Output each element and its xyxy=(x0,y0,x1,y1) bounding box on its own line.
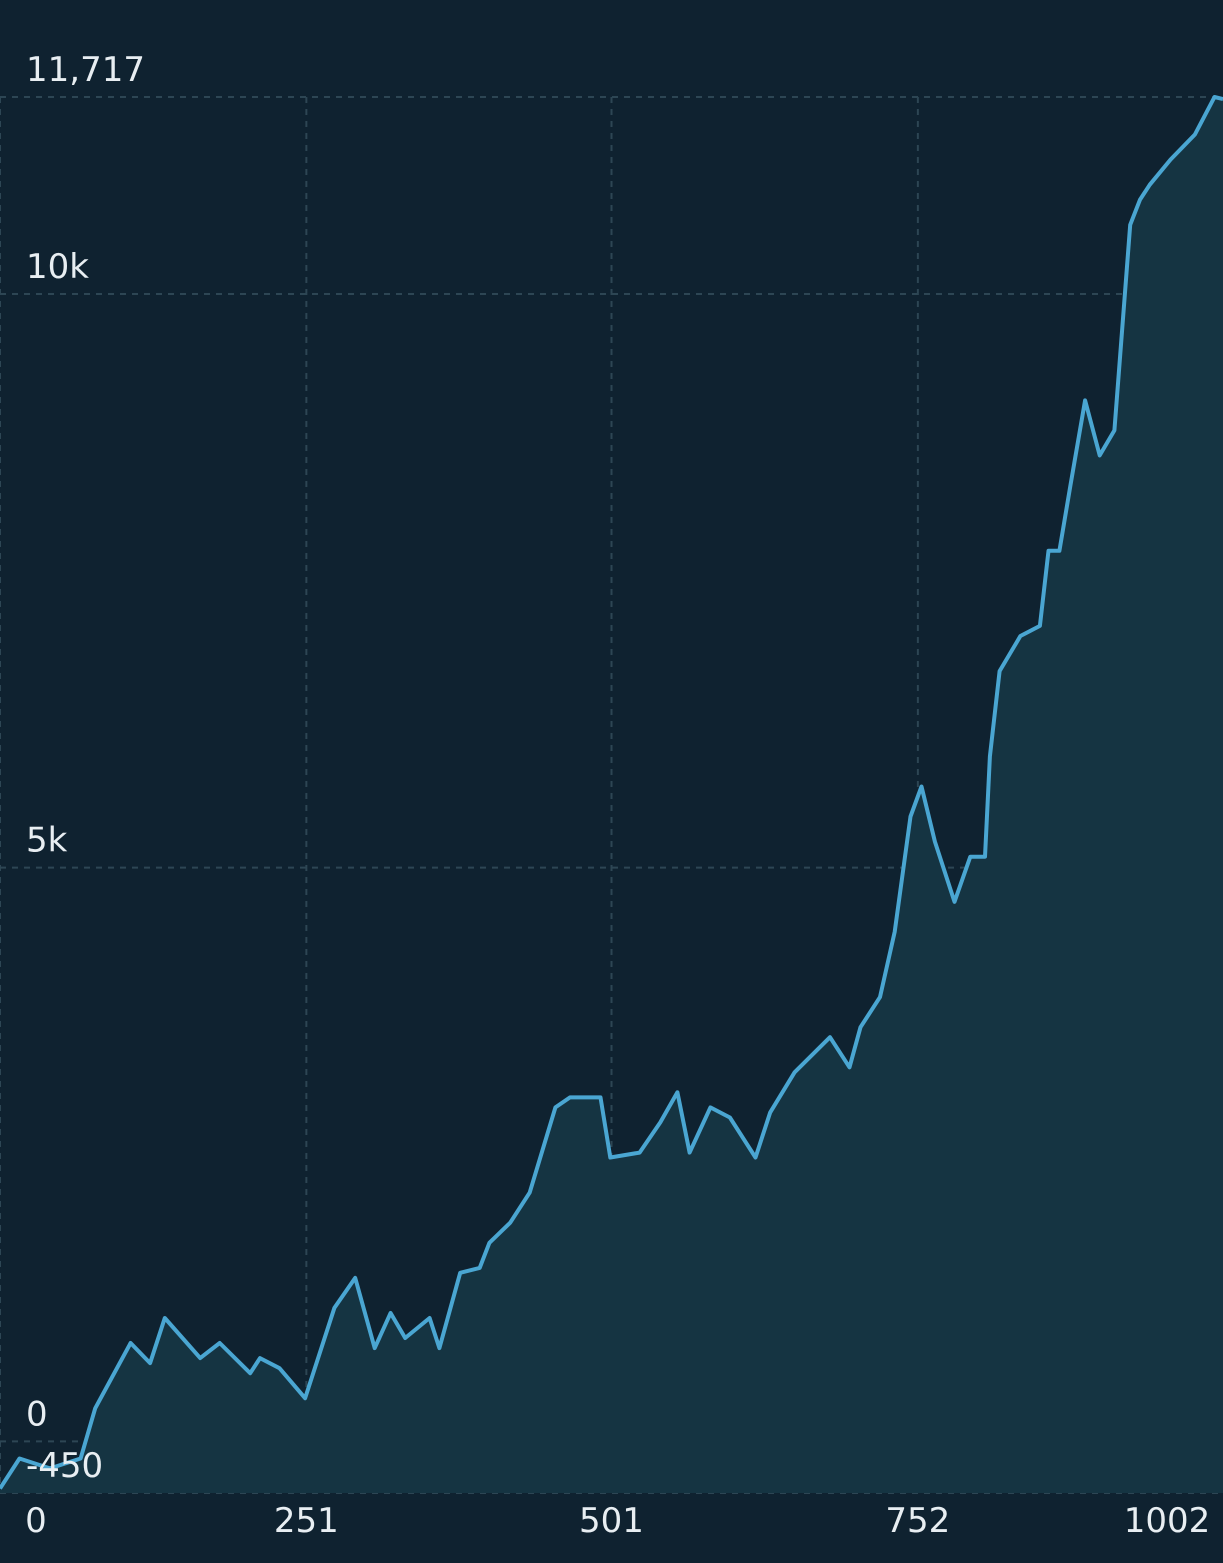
y-tick-label: 0 xyxy=(26,1394,48,1434)
x-tick-label: 501 xyxy=(579,1501,644,1541)
y-tick-label: 5k xyxy=(26,821,68,861)
line xyxy=(0,95,1223,1490)
x-tick-label: 752 xyxy=(885,1501,950,1541)
x-tick-label: 0 xyxy=(25,1501,47,1541)
area-fill xyxy=(0,97,1223,1493)
y-tick-label: 10k xyxy=(26,247,89,287)
x-tick-label: 251 xyxy=(274,1501,339,1541)
y-tick-label: -450 xyxy=(26,1446,103,1486)
y-tick-label: 11,717 xyxy=(26,50,145,90)
x-tick-label: 1002 xyxy=(1124,1501,1211,1541)
